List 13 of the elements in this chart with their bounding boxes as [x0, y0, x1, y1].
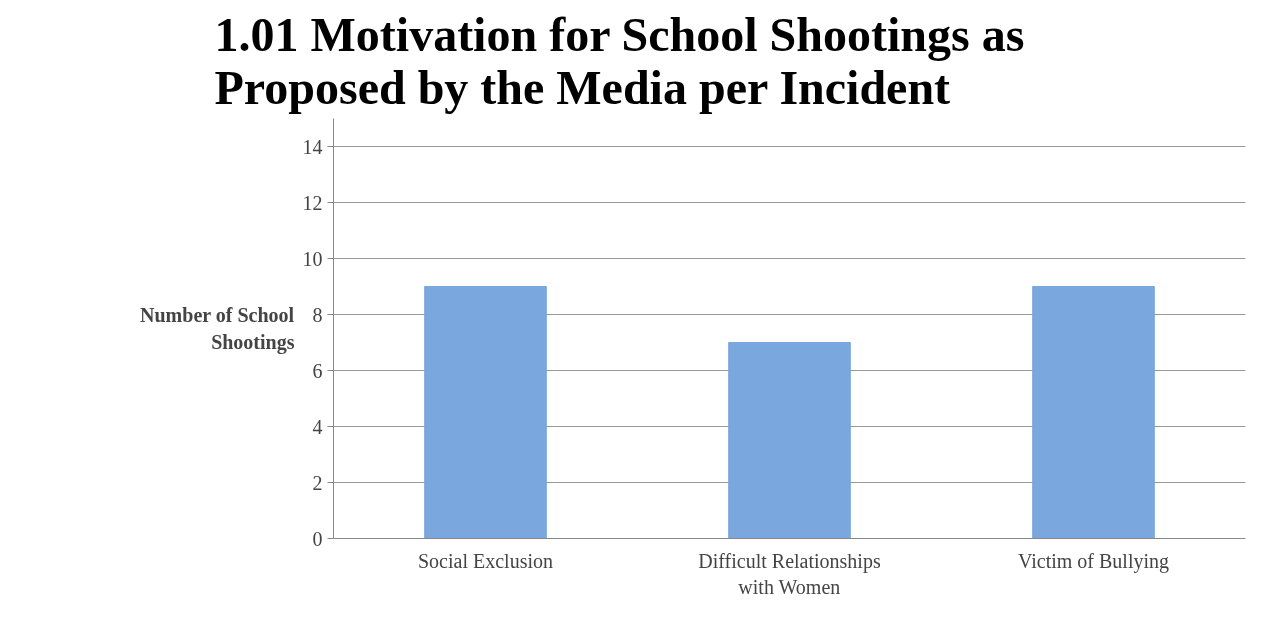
y-tick-label: 4 [312, 415, 323, 438]
y-tick-label: 14 [302, 135, 323, 158]
y-axis-title: Number of School Shootings [140, 304, 295, 354]
x-tick-label: Difficult Relationships with Women [698, 549, 881, 598]
x-tick-label: Social Exclusion [418, 549, 553, 572]
y-tick-label: 8 [312, 303, 323, 326]
y-tick-label: 2 [312, 471, 323, 494]
y-tick-label: 6 [312, 359, 323, 382]
y-tick-label: 12 [302, 191, 323, 214]
x-tick-label: Victim of Bullying [1017, 549, 1170, 573]
chart-title: 1.01 Motivation for School Shootings as Proposed by the Media per Incident [214, 7, 1025, 114]
y-tick-label: 10 [302, 247, 323, 270]
y-tick-label: 0 [312, 527, 323, 550]
